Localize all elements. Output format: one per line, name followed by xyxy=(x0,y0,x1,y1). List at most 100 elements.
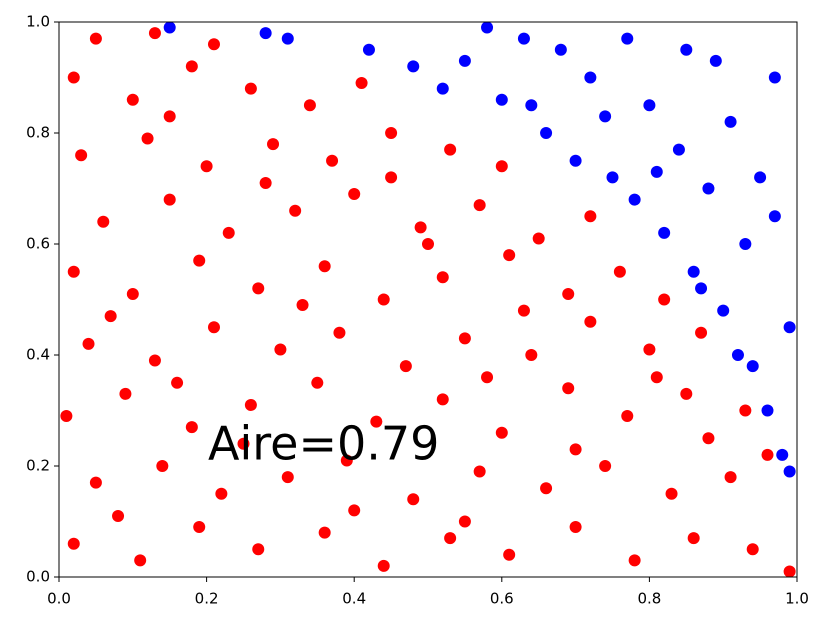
point xyxy=(259,176,272,189)
point xyxy=(274,343,287,356)
point xyxy=(540,482,553,495)
point xyxy=(207,38,220,51)
x-tick-label: 0.8 xyxy=(637,590,661,608)
point xyxy=(370,415,383,428)
x-tick-label: 0.0 xyxy=(47,590,71,608)
point xyxy=(119,387,132,400)
point xyxy=(67,265,80,278)
point xyxy=(200,160,213,173)
point xyxy=(606,171,619,184)
point xyxy=(318,260,331,273)
point xyxy=(599,110,612,123)
point xyxy=(185,421,198,434)
point xyxy=(222,226,235,239)
point xyxy=(193,521,206,534)
point xyxy=(126,287,139,300)
point xyxy=(340,454,353,467)
point xyxy=(148,354,161,367)
point xyxy=(67,537,80,550)
point xyxy=(473,465,486,478)
point xyxy=(628,193,641,206)
point xyxy=(481,21,494,34)
point xyxy=(702,432,715,445)
point xyxy=(60,410,73,423)
point xyxy=(473,199,486,212)
point xyxy=(724,115,737,128)
x-tick-label: 1.0 xyxy=(785,590,809,608)
y-tick-label: 0.2 xyxy=(26,457,50,475)
axes-frame xyxy=(58,21,798,578)
point xyxy=(104,310,117,323)
point xyxy=(458,54,471,67)
point xyxy=(628,554,641,567)
point xyxy=(724,471,737,484)
point xyxy=(709,54,722,67)
point xyxy=(193,254,206,267)
y-tick-label: 1.0 xyxy=(26,13,50,31)
point xyxy=(650,165,663,178)
point xyxy=(134,554,147,567)
point xyxy=(481,371,494,384)
point xyxy=(458,332,471,345)
x-tick-label: 0.4 xyxy=(342,590,366,608)
point xyxy=(436,271,449,284)
point xyxy=(621,32,634,45)
point xyxy=(244,82,257,95)
point xyxy=(348,504,361,517)
y-tick-label: 0.0 xyxy=(26,568,50,586)
point xyxy=(97,215,110,228)
point xyxy=(672,143,685,156)
point xyxy=(739,238,752,250)
point xyxy=(687,532,700,545)
point xyxy=(82,337,95,350)
point xyxy=(333,326,346,339)
point xyxy=(385,171,398,184)
point xyxy=(215,487,228,500)
point xyxy=(680,387,693,400)
point xyxy=(436,393,449,406)
point xyxy=(702,182,715,195)
x-tick-label: 0.6 xyxy=(490,590,514,608)
point xyxy=(75,149,88,162)
point xyxy=(695,326,708,339)
point xyxy=(444,143,457,156)
marks xyxy=(60,21,796,578)
point xyxy=(89,476,102,489)
point xyxy=(569,443,582,456)
point xyxy=(326,154,339,167)
point xyxy=(503,249,516,262)
point xyxy=(584,315,597,328)
point xyxy=(569,154,582,167)
point xyxy=(525,99,538,112)
point xyxy=(385,127,398,139)
point xyxy=(517,304,530,317)
point xyxy=(754,171,767,184)
point xyxy=(289,204,302,217)
point xyxy=(746,543,759,556)
point xyxy=(495,160,508,173)
point xyxy=(163,193,176,206)
point xyxy=(267,138,280,151)
point xyxy=(562,287,575,300)
point xyxy=(650,371,663,384)
point xyxy=(112,509,125,522)
point xyxy=(658,226,671,239)
point xyxy=(311,376,324,389)
point xyxy=(163,110,176,123)
point xyxy=(613,265,626,278)
point xyxy=(141,132,154,145)
point xyxy=(296,299,309,312)
point xyxy=(281,471,294,484)
point xyxy=(584,210,597,223)
point xyxy=(237,437,250,450)
point xyxy=(746,360,759,373)
point xyxy=(377,559,390,572)
point xyxy=(252,543,265,556)
x-tick-label: 0.2 xyxy=(195,590,219,608)
point xyxy=(599,460,612,472)
point xyxy=(584,71,597,84)
point xyxy=(407,60,420,73)
point xyxy=(503,548,516,561)
annotation: Aire=0.79 xyxy=(208,417,439,471)
